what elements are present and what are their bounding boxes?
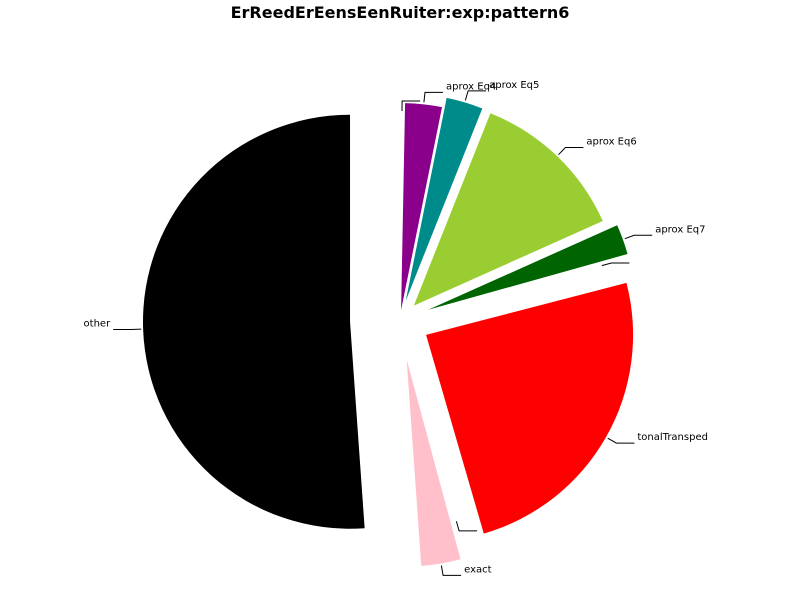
- chart-title: ErReedErEensEenRuiter:exp:pattern6: [231, 3, 570, 22]
- slice-label-aprox-eq6-6: aprox Eq6: [586, 137, 636, 148]
- leader-line-aprox-eq6-6: [559, 148, 584, 155]
- slice-label-aprox-eq5-7: aprox Eq5: [489, 80, 539, 91]
- leader-line-unlabeled-2: [456, 521, 477, 531]
- slice-label-tonaltransped-3: tonalTransped: [637, 432, 708, 443]
- pie-slices: [143, 98, 633, 566]
- slice-label-aprox-eq7-5: aprox Eq7: [655, 224, 705, 235]
- leader-line-aprox-eq7-5: [625, 235, 652, 238]
- pie-slice-tonaltransped-3: [426, 283, 633, 534]
- leader-line-exact-1: [441, 566, 461, 576]
- slice-label-exact-1: exact: [464, 564, 492, 575]
- leader-line-aprox-eq4-8: [424, 92, 443, 102]
- slice-label-other-0: other: [84, 319, 112, 330]
- slice-label-aprox-eq4-8: aprox Eq4: [446, 81, 496, 92]
- leader-line-tonaltransped-3: [608, 438, 635, 443]
- pie-slice-other-0: [143, 115, 365, 529]
- leader-line-unlabeled-4: [602, 263, 630, 266]
